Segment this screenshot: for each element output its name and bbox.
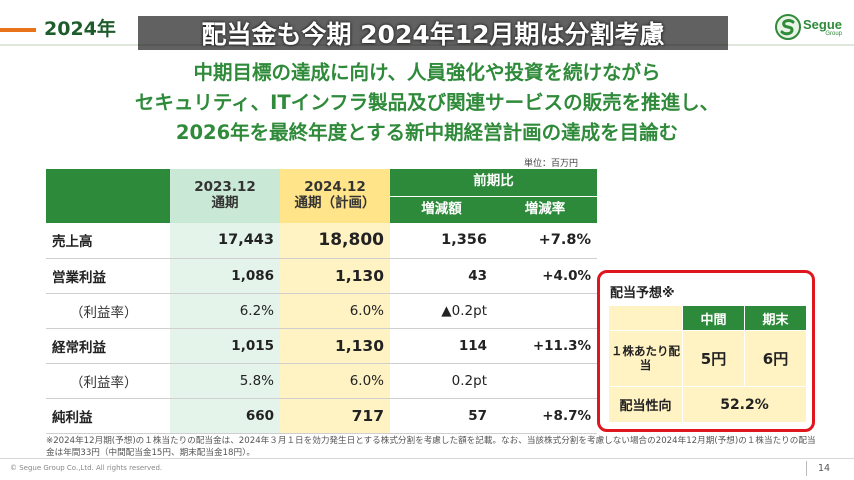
value-2024: 6.0% bbox=[280, 363, 390, 399]
payout-label: 配当性向 bbox=[608, 386, 683, 423]
value-diff: 57 bbox=[390, 398, 493, 434]
headline-line-3: 2026年を最終年度とする新中期経営計画の達成を目論む bbox=[175, 121, 679, 144]
video-caption: 配当金も今期 2024年12月期は分割考慮 bbox=[138, 16, 728, 50]
logo-name: Segue bbox=[803, 16, 843, 32]
row-label: （利益率） bbox=[46, 363, 170, 399]
dividend-header-year-end: 期末 bbox=[744, 305, 807, 331]
header-2023-type: 通期 bbox=[211, 195, 239, 211]
value-2024: 18,800 bbox=[280, 223, 390, 259]
value-2023: 6.2% bbox=[170, 293, 280, 329]
row-label: 経常利益 bbox=[46, 328, 170, 364]
value-2023: 5.8% bbox=[170, 363, 280, 399]
row-label: （利益率） bbox=[46, 293, 170, 329]
value-2023: 17,443 bbox=[170, 223, 280, 259]
slide-title: 2024年 bbox=[44, 18, 116, 40]
table-row: 純利益 660 717 57 +8.7% bbox=[46, 398, 597, 434]
per-share-label: １株あたり配当 bbox=[608, 330, 683, 387]
table-row: 経常利益 1,015 1,130 114 +11.3% bbox=[46, 328, 597, 364]
forecast-table: 2023.12 通期 2024.12 通期（計画） 前期比 増減額 増減率 売上… bbox=[46, 169, 597, 434]
dividend-header-interim: 中間 bbox=[682, 305, 745, 331]
table-row: 売上高 17,443 18,800 1,356 +7.8% bbox=[46, 223, 597, 259]
page-number: 14 bbox=[818, 463, 831, 474]
value-2024: 717 bbox=[280, 398, 390, 434]
row-label: 営業利益 bbox=[46, 258, 170, 294]
dividend-title: 配当予想※ bbox=[610, 286, 675, 301]
value-2023: 660 bbox=[170, 398, 280, 434]
value-rate: +7.8% bbox=[493, 223, 597, 259]
row-label: 純利益 bbox=[46, 398, 170, 434]
header-2024-type: 通期（計画） bbox=[294, 195, 376, 211]
unit-label: 単位：百万円 bbox=[524, 159, 579, 169]
table-row: （利益率） 5.8% 6.0% 0.2pt bbox=[46, 363, 597, 399]
value-rate bbox=[493, 293, 597, 329]
table-row: 営業利益 1,086 1,130 43 +4.0% bbox=[46, 258, 597, 294]
value-diff: 0.2pt bbox=[390, 363, 493, 399]
header-prev-year: 前期比 bbox=[390, 169, 597, 197]
header-2024: 2024.12 通期（計画） bbox=[280, 169, 390, 223]
value-diff: 114 bbox=[390, 328, 493, 364]
header-2023-year: 2023.12 bbox=[194, 179, 256, 196]
value-rate: +4.0% bbox=[493, 258, 597, 294]
segue-logo-icon bbox=[775, 14, 801, 40]
dividend-header-blank bbox=[608, 305, 683, 331]
interim-dividend: 5円 bbox=[682, 330, 745, 387]
headline-line-1: 中期目標の達成に向け、人員強化や投資を続けながら bbox=[193, 61, 661, 84]
value-diff: 43 bbox=[390, 258, 493, 294]
dividend-forecast-box: 配当予想※ 中間 期末 １株あたり配当 5円 6円 配当性向 52.2% bbox=[597, 270, 815, 432]
value-2023: 1,015 bbox=[170, 328, 280, 364]
header-diff: 増減額 bbox=[390, 196, 493, 223]
page-number-separator bbox=[806, 461, 807, 476]
year-end-dividend: 6円 bbox=[744, 330, 807, 387]
value-rate bbox=[493, 363, 597, 399]
value-diff: ▲0.2pt bbox=[390, 293, 493, 329]
value-rate: +8.7% bbox=[493, 398, 597, 434]
table-row: （利益率） 6.2% 6.0% ▲0.2pt bbox=[46, 293, 597, 329]
row-label: 売上高 bbox=[46, 223, 170, 259]
footer-divider bbox=[0, 458, 854, 459]
header-blank bbox=[46, 169, 170, 223]
dividend-table: 中間 期末 １株あたり配当 5円 6円 配当性向 52.2% bbox=[608, 305, 807, 423]
value-2024: 1,130 bbox=[280, 328, 390, 364]
value-rate: +11.3% bbox=[493, 328, 597, 364]
company-logo: Segue Group bbox=[775, 10, 845, 44]
headline-line-2: セキュリティ、ITインフラ製品及び関連サービスの販売を推進し、 bbox=[134, 91, 720, 114]
logo-sub: Group bbox=[825, 30, 843, 37]
header-2023: 2023.12 通期 bbox=[170, 169, 280, 223]
copyright: © Segue Group Co.,Ltd. All rights reserv… bbox=[10, 464, 163, 472]
header-rate: 増減率 bbox=[493, 196, 597, 223]
value-diff: 1,356 bbox=[390, 223, 493, 259]
header-2024-year: 2024.12 bbox=[304, 179, 366, 196]
value-2023: 1,086 bbox=[170, 258, 280, 294]
footnote: ※2024年12月期(予想)の１株当たりの配当金は、2024年３月１日を効力発生… bbox=[46, 436, 816, 458]
accent-bar bbox=[0, 28, 36, 32]
payout-ratio: 52.2% bbox=[682, 386, 807, 423]
value-2024: 1,130 bbox=[280, 258, 390, 294]
value-2024: 6.0% bbox=[280, 293, 390, 329]
